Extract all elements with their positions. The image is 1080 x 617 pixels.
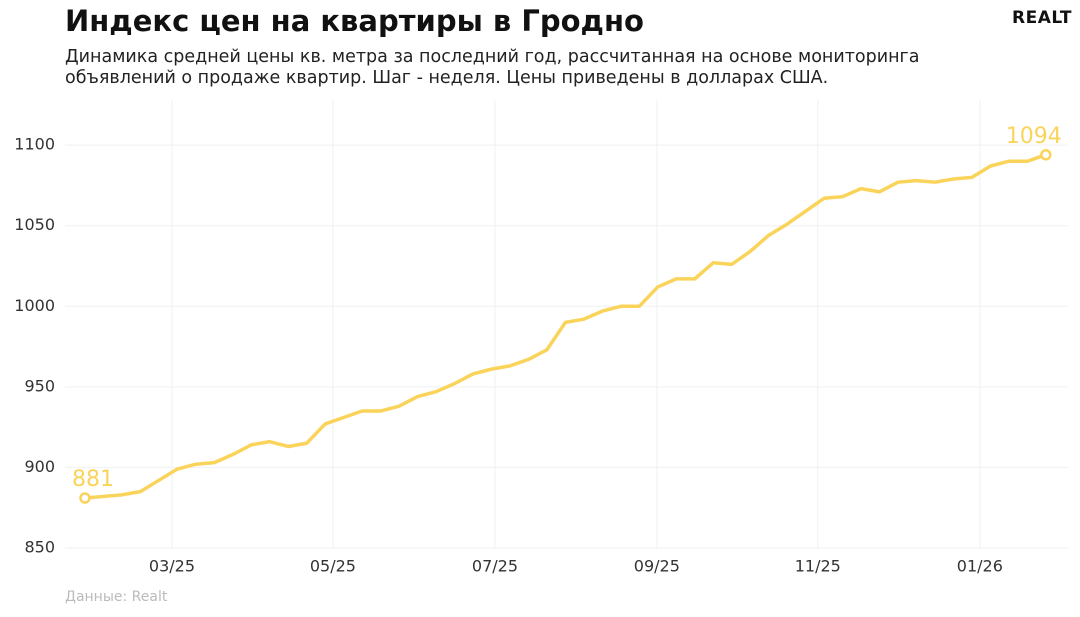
x-tick-label: 03/25 [149, 557, 195, 576]
chart-title: Индекс цен на квартиры в Гродно [65, 4, 644, 38]
line [84, 153, 1047, 500]
data-label: 881 [72, 467, 114, 492]
x-tick-label: 01/26 [957, 557, 1003, 576]
y-tick-label: 950 [24, 376, 55, 395]
x-tick-label: 05/25 [310, 557, 356, 576]
end-marker [1040, 149, 1052, 161]
x-tick-label: 07/25 [472, 557, 518, 576]
data-label: 1094 [1006, 124, 1062, 149]
y-tick-label: 850 [24, 538, 55, 557]
y-tick-label: 1100 [14, 135, 55, 154]
y-tick-label: 1050 [14, 215, 55, 234]
y-tick-label: 900 [24, 457, 55, 476]
end-marker [79, 492, 91, 504]
logo: REALT [1012, 8, 1072, 28]
y-tick-label: 1000 [14, 296, 55, 315]
chart-subtitle: Динамика средней цены кв. метра за после… [65, 47, 920, 88]
source: Данные: Realt [65, 589, 168, 605]
x-tick-label: 11/25 [795, 557, 841, 576]
x-tick-label: 09/25 [634, 557, 680, 576]
